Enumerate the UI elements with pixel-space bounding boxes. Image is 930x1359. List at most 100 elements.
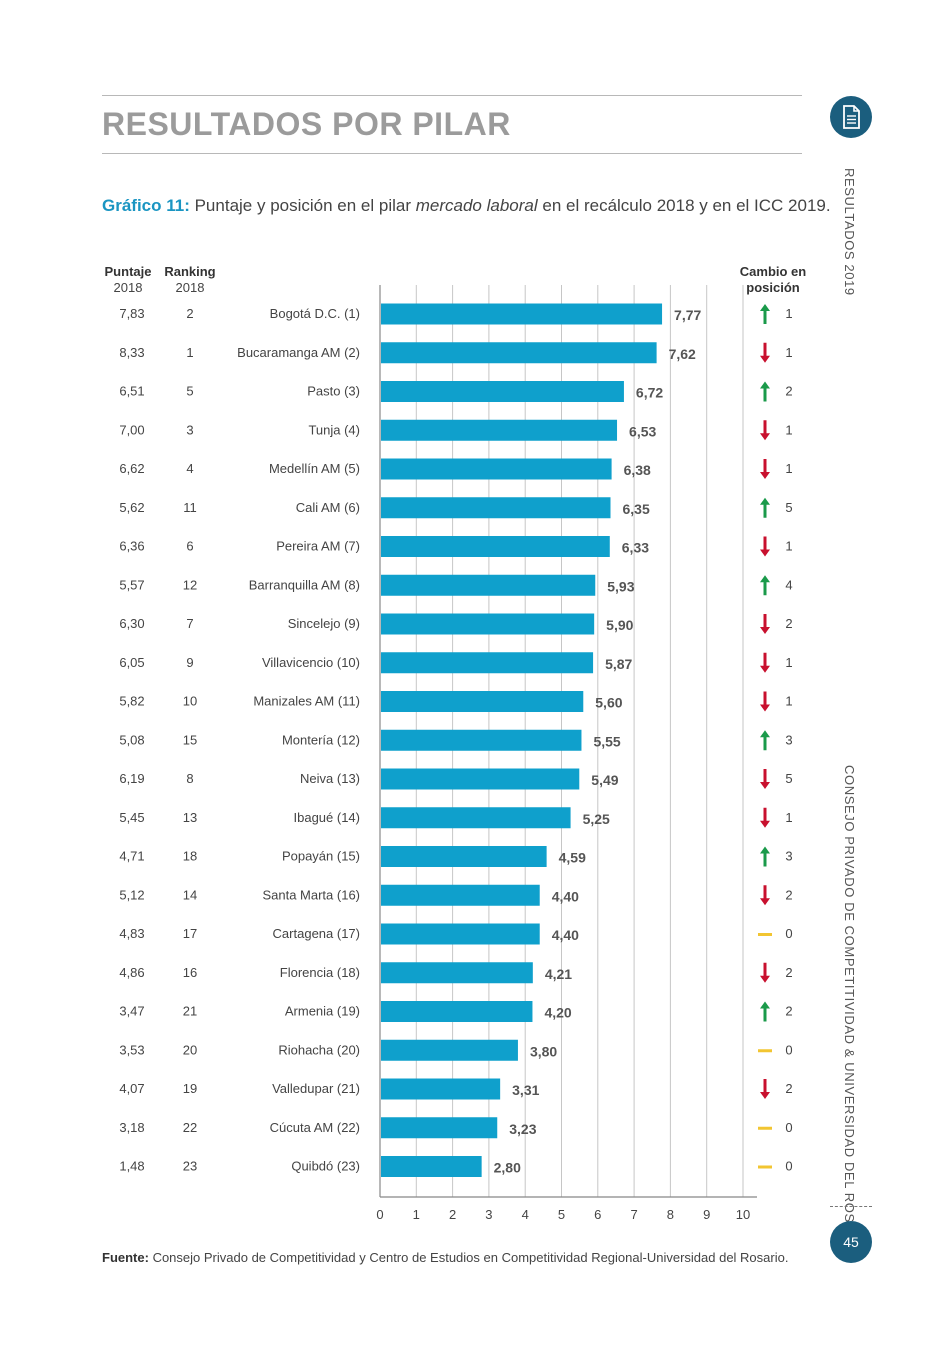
bar	[381, 381, 624, 402]
category-label: Tunja (4)	[308, 422, 360, 437]
puntaje-2018-value: 8,33	[119, 345, 144, 360]
category-label: Pasto (3)	[307, 384, 360, 399]
bar-value-label: 3,23	[509, 1121, 536, 1137]
change-value: 2	[785, 616, 792, 631]
bar-value-label: 4,21	[545, 966, 572, 982]
change-value: 1	[785, 539, 792, 554]
category-label: Bogotá D.C. (1)	[270, 306, 360, 321]
change-value: 1	[785, 345, 792, 360]
cambio-header: Cambio en posición	[734, 264, 812, 296]
side-publisher-label: CONSEJO PRIVADO DE COMPETITIVIDAD & UNIV…	[842, 765, 857, 1257]
source-note: Fuente: Consejo Privado de Competitivida…	[102, 1250, 788, 1265]
bar	[381, 807, 571, 829]
change-value: 1	[785, 306, 792, 321]
bar	[381, 497, 611, 519]
arrow-down-icon	[760, 342, 770, 363]
category-label: Manizales AM (11)	[253, 694, 360, 709]
bar-value-label: 5,90	[606, 617, 633, 633]
arrow-up-icon	[760, 304, 770, 324]
change-value: 3	[785, 732, 792, 747]
change-value: 2	[785, 384, 792, 399]
bar	[381, 729, 582, 751]
ranking-2018-value: 19	[183, 1081, 197, 1096]
puntaje-2018-value: 6,05	[119, 655, 144, 670]
bar-value-label: 6,38	[624, 462, 651, 478]
title-underline	[102, 153, 802, 154]
arrow-up-icon	[760, 381, 770, 402]
ranking-2018-value: 18	[183, 849, 197, 864]
bar	[381, 884, 540, 906]
x-tick-label: 6	[594, 1207, 601, 1222]
puntaje-2018-value: 3,53	[119, 1042, 144, 1057]
bar	[381, 574, 596, 596]
ranking-2018-value: 7	[186, 616, 193, 631]
ranking-2018-value: 5	[186, 384, 193, 399]
category-label: Bucaramanga AM (2)	[237, 345, 360, 360]
bar-value-label: 4,40	[552, 888, 579, 904]
x-tick-label: 7	[630, 1207, 637, 1222]
ranking-2018-value: 8	[186, 771, 193, 786]
arrow-up-icon	[760, 497, 770, 518]
arrow-up-icon	[760, 730, 770, 751]
category-label: Popayán (15)	[282, 849, 360, 864]
x-tick-label: 0	[376, 1207, 383, 1222]
bar-chart: 0 1 2 3 4 5 6 7 8 9 107,83 2 Bogotá D.C. (1) 7,77 18,3…	[119, 285, 793, 1222]
bar-value-label: 3,80	[530, 1043, 557, 1059]
ranking-2018-value: 3	[186, 422, 193, 437]
puntaje-2018-value: 6,62	[119, 461, 144, 476]
change-value: 2	[785, 1004, 792, 1019]
ranking-header-year: 2018	[175, 280, 205, 295]
arrow-down-icon	[760, 691, 770, 712]
bar-value-label: 4,40	[552, 927, 579, 943]
caption-text-post: en el recálculo 2018 y en el ICC 2019.	[537, 196, 831, 215]
bar-value-label: 5,93	[607, 578, 634, 594]
category-label: Florencia (18)	[280, 965, 360, 980]
ranking-2018-value: 10	[183, 694, 197, 709]
puntaje-2018-value: 4,83	[119, 926, 144, 941]
category-label: Montería (12)	[282, 732, 360, 747]
x-tick-label: 8	[667, 1207, 674, 1222]
puntaje-2018-value: 3,18	[119, 1120, 144, 1135]
source-label: Fuente:	[102, 1250, 149, 1265]
arrow-down-icon	[760, 962, 770, 983]
arrow-up-icon	[760, 1001, 770, 1022]
bar	[381, 342, 657, 364]
category-label: Riohacha (20)	[278, 1042, 360, 1057]
bar-value-label: 6,33	[622, 540, 649, 556]
change-value: 2	[785, 887, 792, 902]
ranking-2018-value: 4	[186, 461, 193, 476]
category-label: Villavicencio (10)	[262, 655, 360, 670]
bar-value-label: 5,87	[605, 656, 632, 672]
bar-value-label: 7,62	[669, 346, 696, 362]
change-value: 2	[785, 1081, 792, 1096]
cambio-header-line1: Cambio en	[739, 264, 807, 279]
bar	[381, 1156, 482, 1177]
bar	[381, 458, 612, 480]
no-change-dash-icon	[758, 933, 772, 936]
bar	[381, 1117, 498, 1139]
change-value: 3	[785, 849, 792, 864]
bar	[381, 419, 618, 441]
bar-value-label: 6,72	[636, 385, 663, 401]
bar	[381, 1078, 501, 1100]
puntaje-2018-value: 6,19	[119, 771, 144, 786]
bar-value-label: 5,25	[583, 811, 610, 827]
ranking-2018-value: 6	[186, 539, 193, 554]
bar-value-label: 5,60	[595, 695, 622, 711]
ranking-2018-value: 2	[186, 306, 193, 321]
puntaje-2018-value: 5,82	[119, 694, 144, 709]
puntaje-2018-value: 7,83	[119, 306, 144, 321]
ranking-2018-value: 1	[186, 345, 193, 360]
bar	[381, 613, 595, 635]
puntaje-2018-value: 3,47	[119, 1004, 144, 1019]
change-value: 4	[785, 577, 792, 592]
change-value: 0	[785, 926, 792, 941]
category-label: Cúcuta AM (22)	[270, 1120, 360, 1135]
x-tick-label: 4	[522, 1207, 529, 1222]
ranking-2018-value: 14	[183, 887, 197, 902]
bar	[381, 691, 584, 712]
ranking-header-title: Ranking	[164, 264, 216, 279]
category-label: Valledupar (21)	[272, 1081, 360, 1096]
cambio-header-line2: posición	[746, 280, 800, 295]
bar-value-label: 4,20	[544, 1005, 571, 1021]
